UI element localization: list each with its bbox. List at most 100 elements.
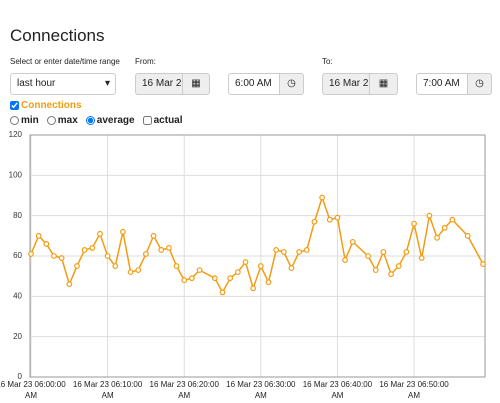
x-tick-label: 16 Mar 23 06:40:00 AM: [302, 380, 373, 400]
data-point: [58, 255, 65, 261]
data-point: [326, 216, 333, 223]
data-point: [434, 234, 440, 241]
data-point: [380, 249, 387, 255]
mode-option[interactable]: max: [46, 115, 78, 126]
data-point: [219, 289, 226, 296]
data-point: [250, 285, 257, 292]
mode-option-input[interactable]: [46, 116, 56, 125]
actual-option-input[interactable]: [142, 116, 152, 125]
y-tick-label: 40: [13, 291, 22, 300]
data-point: [188, 275, 195, 282]
series-line: [30, 195, 484, 294]
x-tick-label: 16 Mar 23 06:10:00 AM: [72, 380, 143, 400]
series-toggle[interactable]: Connections: [10, 100, 82, 111]
mode-option-input[interactable]: [10, 116, 19, 125]
data-point: [196, 267, 203, 274]
data-point: [403, 249, 410, 255]
data-point: [135, 267, 142, 274]
data-point: [441, 224, 448, 231]
data-point: [449, 216, 456, 223]
from-clock[interactable]: ◷: [279, 73, 304, 95]
y-tick-label: 60: [13, 251, 22, 260]
from-calendar[interactable]: ▦: [182, 73, 210, 95]
x-tick-label: 16 Mar 23 06:20:00 AM: [149, 380, 219, 400]
data-point: [273, 247, 280, 253]
x-tick-label: 16 Mar 23 06:00:00 AM: [0, 380, 66, 400]
to-date[interactable]: 16 Mar 23: [322, 73, 370, 95]
mode-option-input[interactable]: [85, 116, 95, 125]
to-time[interactable]: 7:00 AM: [416, 73, 468, 95]
data-point: [35, 232, 42, 239]
data-point: [319, 194, 326, 201]
data-point: [280, 249, 287, 255]
y-tick-label: 80: [13, 211, 22, 220]
select-arrow: ▾: [104, 78, 110, 89]
from-time[interactable]: 6:00 AM: [228, 73, 280, 95]
actual-option[interactable]: actual: [142, 115, 183, 126]
range-label: Select or enter date/time range: [10, 57, 120, 66]
y-tick-label: 120: [9, 130, 23, 139]
to-clock[interactable]: ◷: [467, 73, 492, 95]
data-point: [372, 267, 379, 274]
data-point: [227, 275, 234, 282]
mode-option-label: min: [21, 115, 39, 126]
y-tick-label: 0: [18, 372, 23, 381]
to-calendar[interactable]: ▦: [369, 73, 398, 95]
data-point: [365, 253, 371, 259]
data-point: [51, 253, 57, 259]
mode-option[interactable]: min: [10, 115, 39, 126]
data-point: [120, 228, 126, 235]
data-point: [89, 245, 96, 251]
data-point: [127, 269, 134, 276]
data-point: [181, 277, 188, 284]
data-point: [97, 230, 103, 237]
actual-option-label: actual: [153, 115, 183, 126]
data-point: [211, 275, 218, 282]
data-point: [265, 279, 272, 286]
data-point: [296, 249, 303, 255]
mode-option-label: average: [96, 115, 135, 126]
x-tick-label: 16 Mar 23 06:50:00 AM: [379, 380, 449, 400]
mode-group: min max average actual: [10, 115, 183, 126]
data-point: [66, 281, 73, 288]
page-title: Connections: [10, 26, 105, 45]
data-point: [311, 218, 318, 225]
data-point: [388, 271, 394, 278]
data-point: [74, 263, 80, 269]
y-tick-label: 100: [9, 170, 23, 179]
data-point: [257, 263, 264, 269]
mode-option-label: max: [57, 115, 78, 126]
x-tick-label: 16 Mar 23 06:30:00 AM: [226, 380, 296, 400]
preset-value: last hour: [17, 78, 56, 89]
data-point: [158, 247, 165, 253]
series-name: Connections: [21, 100, 82, 111]
data-point: [234, 269, 241, 276]
data-point: [303, 247, 310, 253]
data-point: [349, 238, 356, 245]
data-point: [411, 220, 417, 227]
data-point: [418, 255, 425, 261]
data-point: [173, 263, 180, 269]
series-checkbox[interactable]: [10, 101, 19, 110]
data-point: [464, 232, 471, 239]
data-point: [426, 212, 433, 219]
data-point: [242, 259, 249, 265]
data-point: [150, 232, 157, 239]
data-point: [143, 251, 149, 257]
data-point: [112, 263, 119, 269]
mode-option[interactable]: average: [85, 115, 135, 126]
preset-select[interactable]: last hour ▾: [10, 73, 116, 95]
data-point: [81, 247, 88, 253]
data-point: [342, 257, 349, 263]
data-point: [43, 240, 50, 247]
data-point: [395, 263, 402, 269]
data-point: [104, 253, 111, 259]
from-date[interactable]: 16 Mar 23: [135, 73, 183, 95]
y-tick-label: 20: [13, 332, 22, 341]
data-point: [480, 261, 486, 267]
data-point: [28, 251, 34, 257]
data-point: [165, 245, 172, 251]
to-label: To:: [322, 57, 333, 66]
